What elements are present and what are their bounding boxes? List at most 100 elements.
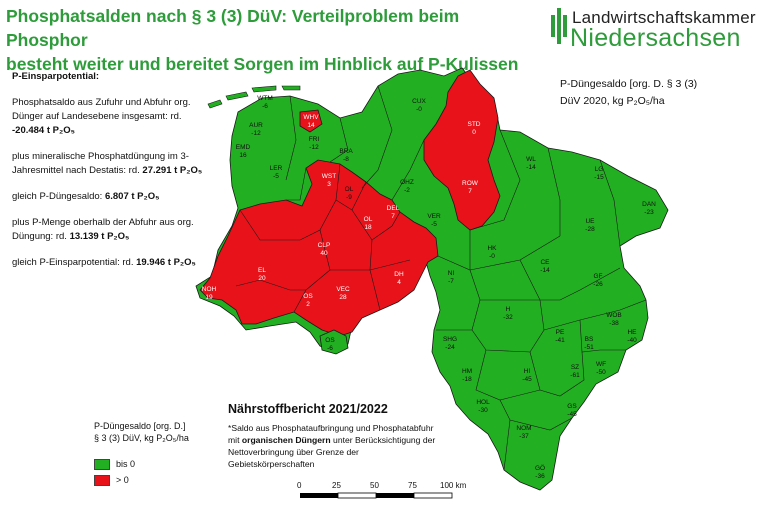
sidebar-p1-text: Phosphatsaldo aus Zufuhr und Abfuhr org.… [12,97,191,122]
map-green-os-city [319,329,349,355]
note-line-2b: organischen Düngern [241,435,331,445]
district-value-h: -32 [503,314,513,321]
district-value-dh: 4 [397,279,401,286]
sidebar-p4-value: 13.139 t P₂O₅ [69,231,130,242]
sidebar-p1: Phosphatsaldo aus Zufuhr und Abfuhr org.… [12,96,212,138]
district-value-dan: -23 [644,209,654,216]
district-code-gö: GÖ [535,464,545,472]
district-code-pe: PE [556,329,565,336]
legend-item-red: > 0 [94,474,189,486]
sidebar-p2-text: plus mineralische Phosphatdüngung im 3-J… [12,151,189,176]
sidebar-heading: P-Einsparpotential: [12,71,100,82]
district-code-row: ROW [462,180,479,187]
district-code-shg: SHG [443,336,457,343]
district-value-ue: -28 [585,226,595,233]
district-code-wtm: WTM [257,95,273,102]
district-code-wob: WOB [606,312,622,319]
district-code-ol: OL [345,186,354,193]
district-code-ver: VER [427,213,441,220]
district-value-ver: -5 [431,221,437,228]
district-code-hi: HI [524,368,531,375]
map-red-whv [299,109,323,133]
district-code-hk: HK [487,245,497,252]
district-code-nom: NOM [516,425,531,432]
district-value-emd: 16 [239,152,247,159]
sidebar-p1-value: -20.484 t P₂O₅ [12,125,75,136]
map-red-west [199,159,439,337]
district-code-bs: BS [585,336,594,343]
district-code-fri: FRI [309,136,320,143]
district-code-gf: GF [593,273,602,280]
district-code-hol: HOL [476,399,490,406]
district-value-clp: 40 [320,250,328,257]
district-code-os: OS [303,293,313,300]
sidebar-p3: gleich P-Düngesaldo: 6.807 t P₂O₅ [12,190,212,204]
district-value-nom: -37 [519,433,529,440]
legend-swatch-green [94,458,110,470]
district-code-ce: CE [540,259,550,266]
legend-title-1: P-Düngesaldo [org. D.] [94,421,186,431]
district-value-os: -6 [327,345,333,352]
report-title: Nährstoffbericht 2021/2022 [228,402,388,416]
map-title: P-Düngesaldo [org. D. § 3 (3) DüV 2020, … [560,76,697,110]
note-line-2c: unter Berücksichtigung der [330,435,436,445]
map-county-borders [235,85,647,471]
map-title-line-2: DüV 2020, kg P₂O₅/ha [560,95,665,107]
title-line-1: Phosphatsalden nach § 3 (3) DüV: Verteil… [6,6,460,50]
district-value-ol: 18 [364,224,372,231]
sidebar-p3-value: 6.807 t P₂O₅ [104,191,160,202]
title-line-2: besteht weiter und bereitet Sorgen im Hi… [6,54,519,74]
district-value-noh: 19 [205,294,213,301]
district-code-dan: DAN [642,201,656,208]
district-value-gs: -45 [567,411,577,418]
scale-bar: 0 25 50 75 100 km [290,480,490,510]
district-code-vec: VEC [336,286,350,293]
sidebar-p4: plus P-Menge oberhalb der Abfuhr aus org… [12,216,212,244]
district-value-ce: -14 [540,267,550,274]
sidebar-p2: plus mineralische Phosphatdüngung im 3-J… [12,150,212,178]
map-title-line-1: P-Düngesaldo [org. D. § 3 (3) [560,78,698,90]
district-code-gs: GS [567,403,577,410]
district-value-wob: -38 [609,320,619,327]
district-code-ni: NI [448,270,455,277]
district-value-wtm: -6 [262,103,268,110]
scale-tick-50: 50 [370,481,379,490]
lwk-logo-icon [551,8,567,44]
district-value-lg: -15 [594,174,604,181]
district-code-aur: AUR [249,122,263,129]
district-value-cux: -0 [416,106,422,113]
logo-line-1: Landwirtschaftskammer [572,8,756,27]
district-value-row: 7 [468,188,472,195]
district-value-gö: -36 [535,473,545,480]
scale-tick-75: 75 [408,481,417,490]
page-title: Phosphatsalden nach § 3 (3) DüV: Verteil… [6,4,526,76]
legend-title-2: § 3 (3) DüV, kg P₂O₅/ha [94,433,189,443]
sidebar-p5-text: gleich P-Einsparpotential: rd. [12,257,137,268]
sidebar-p5: gleich P-Einsparpotential: rd. 19.946 t … [12,256,212,270]
district-value-os: 2 [306,301,310,308]
district-code-noh: NOH [202,286,217,293]
sidebar-p5-value: 19.946 t P₂O₅ [136,257,196,268]
legend-label-red: > 0 [116,475,129,485]
sidebar-p3-text: gleich P-Düngesaldo: [12,191,105,202]
district-value-vec: 28 [339,294,347,301]
district-value-bra: -8 [343,156,349,163]
sidebar-p-einsparpotential: P-Einsparpotential: Phosphatsaldo aus Zu… [12,70,212,282]
district-value-fri: -12 [309,144,319,151]
district-code-h: H [506,306,511,313]
district-value-wst: 3 [327,181,331,188]
district-code-lg: LG [595,166,604,173]
district-code-wl: WL [526,156,536,163]
district-code-cux: CUX [412,98,426,105]
district-code-wst: WST [322,173,336,180]
district-value-del: 7 [391,213,395,220]
legend-swatch-red [94,474,110,486]
district-value-hk: -0 [489,253,495,260]
district-code-ohz: OHZ [400,179,414,186]
district-code-emd: EMD [236,144,251,151]
district-value-ni: -7 [448,278,454,285]
district-code-dh: DH [394,271,404,278]
note-line-1: *Saldo aus Phosphataufbringung und Phosp… [228,423,434,433]
district-code-el: EL [258,267,266,274]
